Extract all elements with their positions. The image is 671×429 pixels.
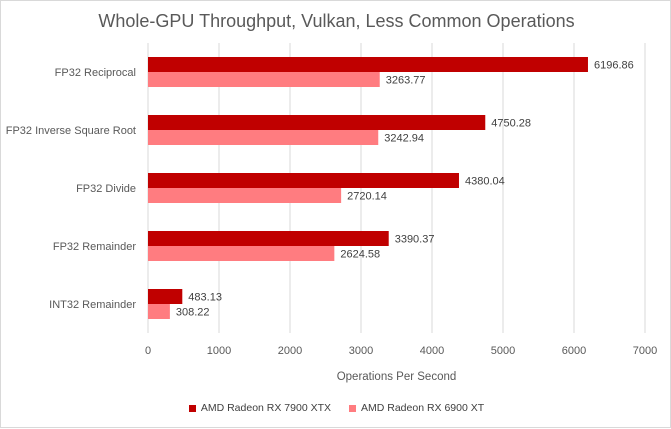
bar — [148, 115, 486, 130]
legend-swatch — [349, 404, 356, 412]
legend-label: AMD Radeon RX 6900 XT — [361, 402, 485, 414]
category-label: FP32 Divide — [76, 183, 136, 195]
x-tick-label: 6000 — [562, 345, 586, 357]
data-label: 2720.14 — [347, 191, 387, 203]
data-label: 3263.77 — [386, 75, 426, 87]
bar — [148, 57, 588, 72]
legend-item: AMD Radeon RX 7900 XTX — [188, 402, 331, 414]
x-tick-label: 4000 — [420, 345, 444, 357]
bar — [148, 246, 335, 261]
x-tick-label: 3000 — [349, 345, 373, 357]
bar — [148, 231, 389, 246]
bar — [148, 72, 380, 87]
bar — [148, 173, 459, 188]
data-label: 308.22 — [176, 307, 210, 319]
x-tick-label: 7000 — [633, 345, 657, 357]
data-label: 4380.04 — [465, 176, 505, 188]
bar — [148, 289, 183, 304]
data-label: 3390.37 — [395, 234, 435, 246]
bar — [148, 188, 342, 203]
x-tick-label: 2000 — [278, 345, 302, 357]
legend-label: AMD Radeon RX 7900 XTX — [200, 402, 331, 414]
x-axis-title: Operations Per Second — [337, 371, 457, 383]
bar — [148, 304, 170, 319]
legend-swatch — [188, 404, 196, 412]
data-label: 3242.94 — [384, 133, 424, 145]
data-label: 483.13 — [188, 292, 222, 304]
x-tick-label: 5000 — [491, 345, 515, 357]
category-label: FP32 Inverse Square Root — [6, 125, 136, 137]
data-label: 4750.28 — [491, 118, 531, 130]
category-label: INT32 Remainder — [49, 299, 136, 311]
category-label: FP32 Remainder — [53, 241, 136, 253]
chart-title: Whole-GPU Throughput, Vulkan, Less Commo… — [98, 11, 575, 31]
legend: AMD Radeon RX 7900 XTX AMD Radeon RX 6900… — [1, 402, 671, 414]
data-label: 6196.86 — [594, 60, 634, 72]
data-label: 2624.58 — [340, 249, 380, 261]
legend-item: AMD Radeon RX 6900 XT — [349, 402, 484, 414]
bar — [148, 130, 379, 145]
x-tick-label: 0 — [145, 345, 151, 357]
x-tick-label: 1000 — [207, 345, 231, 357]
category-label: FP32 Reciprocal — [55, 67, 136, 79]
